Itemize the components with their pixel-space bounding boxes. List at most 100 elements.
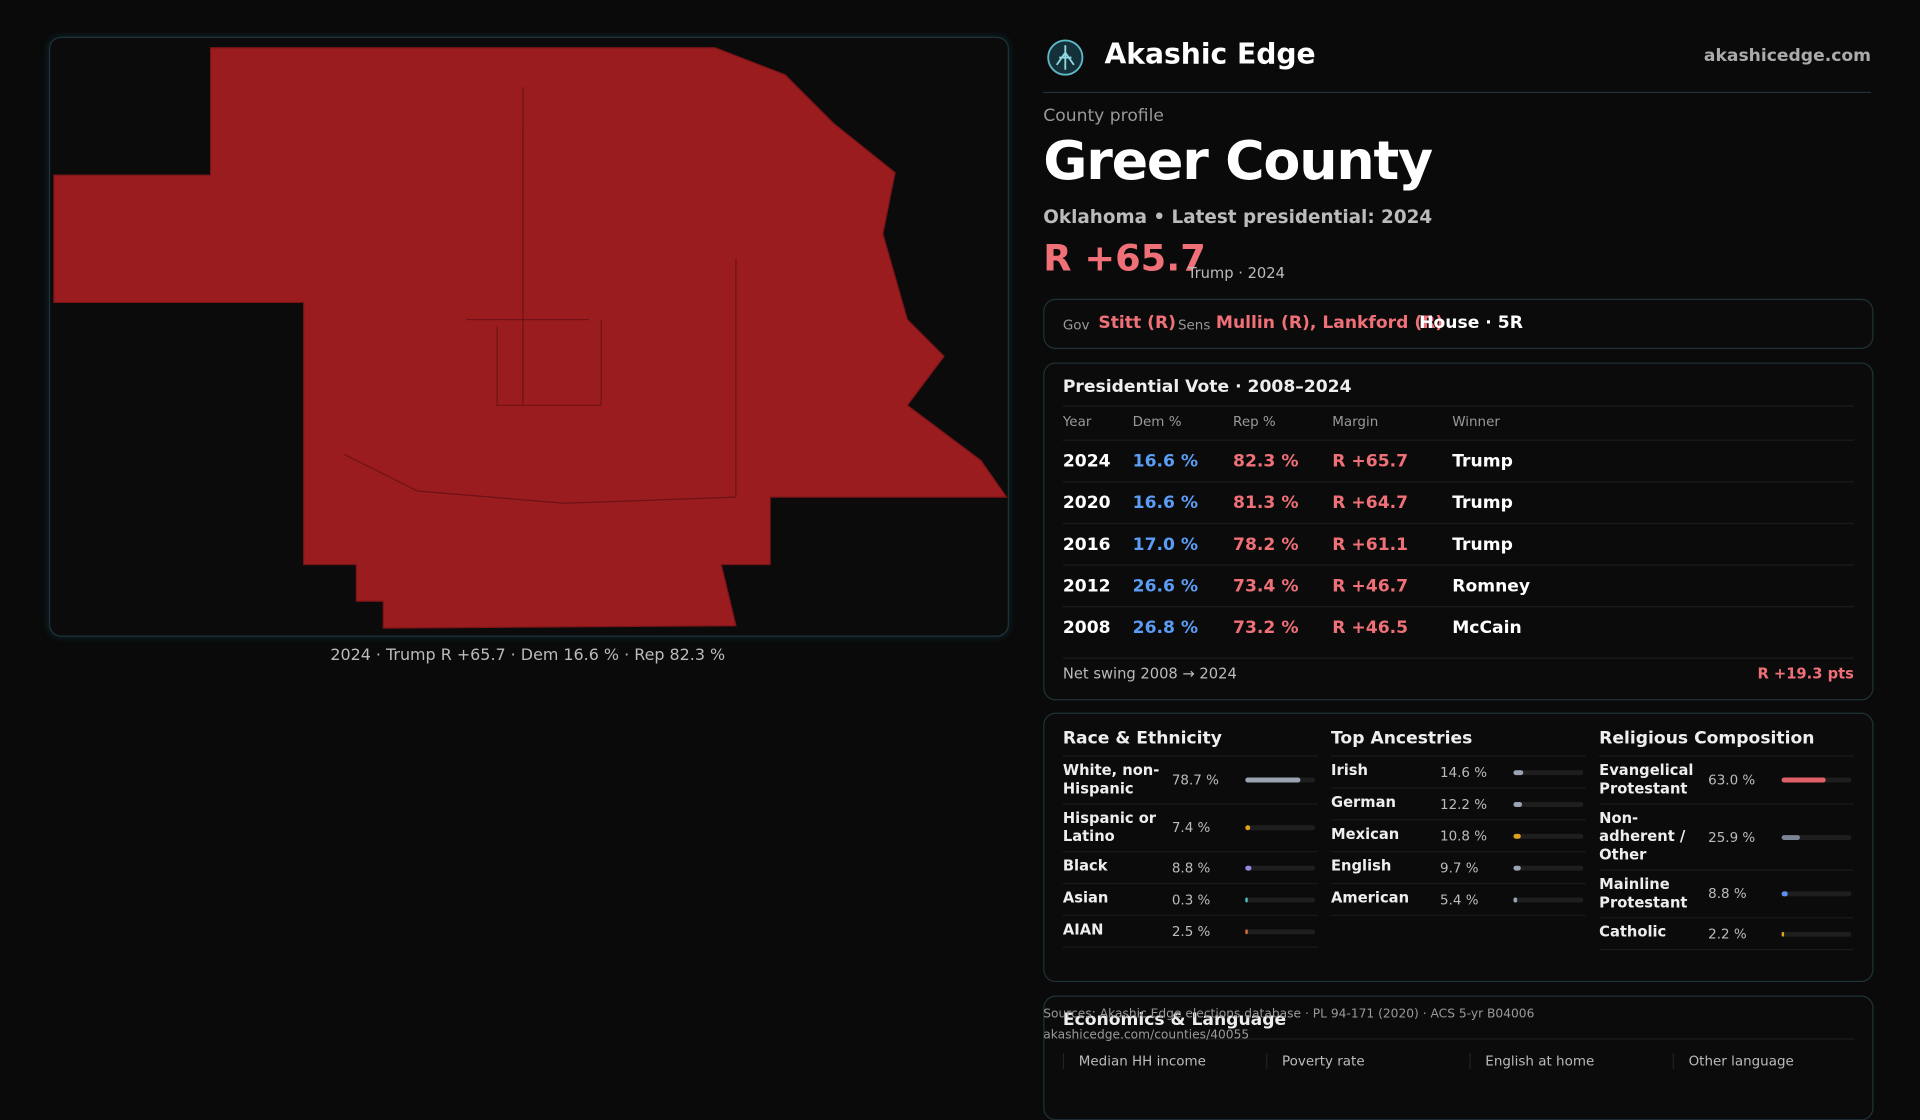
demo-title: Top Ancestries (1331, 729, 1586, 757)
bar-track (1245, 865, 1316, 871)
bar-track (1245, 896, 1316, 902)
cell: Trump (1452, 451, 1513, 472)
demo-column: Race & Ethnicity White, non-Hispanic 78.7 … (1062, 729, 1318, 948)
table-title: Presidential Vote · 2008–2024 (1062, 377, 1352, 397)
cell: 26.8 % (1132, 618, 1199, 638)
divider (1043, 91, 1872, 94)
bar (1781, 834, 1800, 840)
econ-header: Median HH income (1062, 1053, 1263, 1069)
demo-label: Black (1062, 857, 1108, 875)
demo-label: Asian (1062, 888, 1109, 907)
sens: Mullin (R), Lankford (R) (1215, 313, 1444, 334)
cell: 2020 (1062, 493, 1111, 514)
vote-table: Presidential Vote · 2008–2024 Year Dem % R… (1043, 362, 1874, 701)
gov-label: Gov (1062, 317, 1090, 334)
demo-row: White, non-Hispanic 78.7 % (1062, 757, 1318, 805)
vote-row: 2024 16.6 % 82.3 % R +65.7 Trump (1062, 439, 1854, 483)
vote-row: 2016 17.0 % 78.2 % R +61.1 Trump (1062, 522, 1854, 566)
bar (1781, 931, 1785, 937)
demo-title: Race & Ethnicity (1062, 729, 1318, 757)
cell: 2024 (1062, 451, 1111, 472)
demo-value: 2.5 % (1171, 923, 1211, 940)
bar-track (1245, 777, 1316, 783)
cell: 73.2 % (1233, 618, 1299, 638)
bar-track (1245, 825, 1316, 831)
stage: 2024 · Trump R +65.7 · Dem 16.6 % · Rep … (48, 36, 1874, 1120)
demographics: Race & Ethnicity White, non-Hispanic 78.7 … (1043, 712, 1874, 983)
site-link[interactable]: akashicedge.com (1703, 46, 1872, 67)
cell: Trump (1452, 493, 1513, 514)
bar (1245, 777, 1301, 783)
bar (1513, 896, 1518, 902)
precinct-lines (343, 86, 737, 504)
bar (1513, 865, 1521, 871)
demo-row: Asian 0.3 % (1062, 884, 1318, 916)
cell: R +64.7 (1332, 493, 1409, 514)
demo-row: Hispanic or Latino 7.4 % (1062, 804, 1318, 853)
sources-url[interactable]: akashicedge.com/counties/40055 (1043, 1028, 1250, 1043)
bar (1781, 891, 1788, 897)
econ-title: Economics & Language (1062, 1010, 1287, 1030)
bar-track (1245, 928, 1316, 934)
cell: Romney (1452, 576, 1531, 597)
demo-value: 8.8 % (1171, 859, 1211, 876)
demo-row: Non-adherent / Other 25.9 % (1599, 804, 1854, 871)
demo-label: English (1331, 857, 1392, 875)
demo-label: Catholic (1599, 923, 1667, 941)
demo-value: 78.7 % (1171, 772, 1219, 788)
cell: 2008 (1062, 618, 1111, 638)
demo-label: AIAN (1062, 920, 1104, 938)
house: House · 5R (1419, 313, 1523, 334)
bar-track (1781, 891, 1852, 897)
demo-value: 9.7 % (1440, 859, 1479, 876)
column-header: Rep % (1233, 413, 1276, 430)
bar (1245, 825, 1251, 831)
econ-header: English at home (1469, 1053, 1669, 1069)
demo-title: Religious Composition (1599, 729, 1854, 757)
demo-row: English 9.7 % (1331, 852, 1586, 885)
demo-value: 5.4 % (1440, 891, 1479, 908)
sources: Sources: Akashic Edge elections database… (1043, 1004, 1534, 1046)
subtitle: Oklahoma • Latest presidential: 2024 (1043, 205, 1433, 228)
bar-track (1781, 931, 1852, 937)
cell: R +65.7 (1332, 451, 1409, 472)
demo-value: 63.0 % (1708, 772, 1756, 788)
vote-row: 2012 26.6 % 73.4 % R +46.7 Romney (1062, 564, 1854, 607)
demo-column: Religious Composition Evangelical Protest… (1599, 729, 1854, 951)
cell: 78.2 % (1233, 535, 1299, 555)
map-svg (53, 47, 1008, 629)
margin: R +65.7 (1043, 237, 1206, 281)
vote-row: 2008 26.8 % 73.2 % R +46.5 McCain (1062, 606, 1854, 649)
demo-row: Mainline Protestant 8.8 % (1599, 871, 1854, 919)
bar (1245, 865, 1252, 871)
rule (1062, 1038, 1854, 1040)
bar-track (1513, 801, 1584, 807)
demo-row: German 12.2 % (1331, 789, 1586, 821)
bar (1513, 769, 1524, 775)
cell: McCain (1452, 618, 1522, 638)
demo-value: 14.6 % (1440, 764, 1488, 781)
bar-track (1513, 769, 1584, 775)
bar-track (1781, 777, 1852, 783)
rule (1062, 657, 1854, 659)
cell: 73.4 % (1233, 576, 1299, 597)
bar (1781, 777, 1826, 783)
demo-label: White, non-Hispanic (1062, 761, 1160, 798)
demo-label: German (1331, 793, 1396, 811)
demo-value: 0.3 % (1171, 891, 1211, 908)
demo-value: 25.9 % (1708, 828, 1756, 845)
margin-note: Trump · 2024 (1187, 264, 1285, 282)
cell: 82.3 % (1233, 451, 1299, 472)
demo-value: 8.8 % (1708, 885, 1747, 902)
demo-label: American (1331, 888, 1410, 907)
page: 2024 · Trump R +65.7 · Dem 16.6 % · Rep … (48, 36, 1874, 1120)
logo (1047, 39, 1084, 76)
demo-row: Evangelical Protestant 63.0 % (1599, 757, 1854, 805)
cell: 16.6 % (1132, 493, 1199, 514)
demo-label: Non-adherent / Other (1599, 809, 1686, 864)
county-map[interactable] (48, 36, 1009, 637)
cell: 2016 (1062, 535, 1111, 555)
bar-track (1513, 896, 1584, 902)
map-caption: 2024 · Trump R +65.7 · Dem 16.6 % · Rep … (330, 646, 726, 665)
cell: 26.6 % (1132, 576, 1199, 597)
